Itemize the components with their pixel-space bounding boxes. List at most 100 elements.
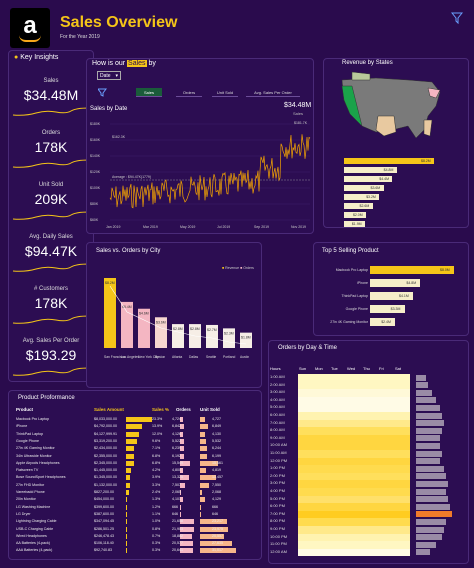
state-bar[interactable] [344,185,384,191]
top5-value: $4.1M [399,294,409,298]
state-bar[interactable] [344,203,373,209]
hour-label: 10:00 PM [270,533,288,539]
units-bar [200,446,208,452]
heat-row[interactable] [298,419,410,428]
heat-row[interactable] [298,412,410,420]
sales-bar [126,482,130,488]
state-bar[interactable] [344,212,366,218]
tab-avg-sales-per-order[interactable]: Avg. Sales Per Order [246,88,300,97]
table-cell: 646 [172,511,178,516]
city-bar[interactable] [240,332,252,348]
hour-label: 12:00 AM [270,548,287,554]
state-bar[interactable] [344,158,434,164]
heat-row[interactable] [298,404,410,412]
washington-state[interactable] [351,71,371,81]
column-header[interactable]: Product [16,407,34,412]
column-header[interactable]: Orders [176,407,191,412]
city-bar[interactable] [223,328,235,348]
heat-row[interactable] [298,374,410,382]
georgia-state[interactable] [423,119,433,137]
heat-row[interactable] [298,488,410,496]
column-header[interactable]: Unit Sold [200,407,220,412]
city-bar[interactable] [104,278,116,348]
sales-bar [126,519,128,525]
state-bar[interactable] [344,194,380,200]
city-bar-label: $5.4M [122,305,132,309]
x-tick-label: Jul 2019 [217,225,230,229]
heat-row[interactable] [298,442,410,450]
legend-orders: Orders [243,266,254,270]
orders-bar [180,526,194,532]
state-bar[interactable] [344,221,365,227]
table-cell: 0.7% [152,533,161,538]
heat-row[interactable] [298,427,410,435]
heat-row[interactable] [298,381,410,390]
top5-bar[interactable] [370,279,421,287]
top5-bar[interactable] [370,318,396,326]
tab-unit-sold[interactable]: Unit Sold [212,88,238,97]
heat-row[interactable] [298,510,410,519]
heat-row[interactable] [298,541,410,549]
table-cell: 20,577 [172,541,183,546]
table-cell: $106,118.40 [94,541,114,546]
hour-total-bar [416,526,444,533]
hour-total-bar [416,481,448,487]
heat-row[interactable] [298,526,410,534]
city-bar[interactable] [172,324,184,348]
hour-label: 4:00 PM [270,488,285,493]
sales-bar [126,431,140,437]
california-state[interactable] [341,85,363,127]
x-tick-label: Sep 2019 [254,225,269,229]
column-header[interactable]: Sales % [152,407,170,412]
trend-chart-title: Sales by Date [90,106,128,112]
table-cell: $399,600.00 [94,504,114,509]
hour-total-bar [416,465,444,472]
heat-row[interactable] [298,480,410,488]
city-bar[interactable] [155,317,167,348]
hour-label: 1:00 AM [270,374,285,379]
heat-row[interactable] [298,495,410,504]
orders-bar [180,548,194,554]
state-bar[interactable] [344,176,393,182]
filter-icon[interactable] [98,88,107,97]
heat-row[interactable] [298,465,410,473]
sales-bar [126,417,152,422]
tab-orders[interactable]: Orders [176,88,202,97]
heat-row[interactable] [298,396,410,405]
heat-row[interactable] [298,457,410,466]
heat-row[interactable] [298,434,410,443]
northeast-state[interactable] [427,87,441,99]
day-header: Mon [315,366,323,371]
date-dropdown[interactable]: Date ▾ [97,71,121,80]
table-cell: AAA Batteries (4-pack) [16,548,53,553]
heat-row[interactable] [298,503,410,511]
lightbulb-icon: ● [14,54,19,61]
filter-icon[interactable] [451,12,463,24]
heat-row[interactable] [298,389,410,397]
top5-bar[interactable] [370,292,414,300]
top5-bar[interactable] [370,305,405,313]
hour-total-bar [416,541,436,548]
heat-row[interactable] [298,533,410,542]
legend-revenue-dot: ■ [222,266,225,270]
table-cell: $4,792,000.00 [94,424,117,429]
heat-row[interactable] [298,548,410,557]
texas-state[interactable] [375,115,397,137]
hour-total-bar [416,496,448,503]
sales-bar [126,453,134,459]
top5-bar[interactable] [370,266,454,274]
state-bar[interactable] [344,167,397,173]
heat-row[interactable] [298,472,410,481]
column-header[interactable]: Sales Amount [94,407,124,412]
table-cell: 23.3% [152,417,163,421]
table-cell: 13.9% [152,424,163,429]
heat-hours-label: Hours [270,366,281,371]
heat-row[interactable] [298,450,410,458]
units-bar [200,548,236,554]
city-bar[interactable] [206,324,218,348]
orders-bar [180,424,185,430]
us-map[interactable] [336,70,446,146]
heat-row[interactable] [298,518,410,526]
tab-sales[interactable]: Sales [136,88,162,97]
kpi-label: Orders [41,130,61,136]
